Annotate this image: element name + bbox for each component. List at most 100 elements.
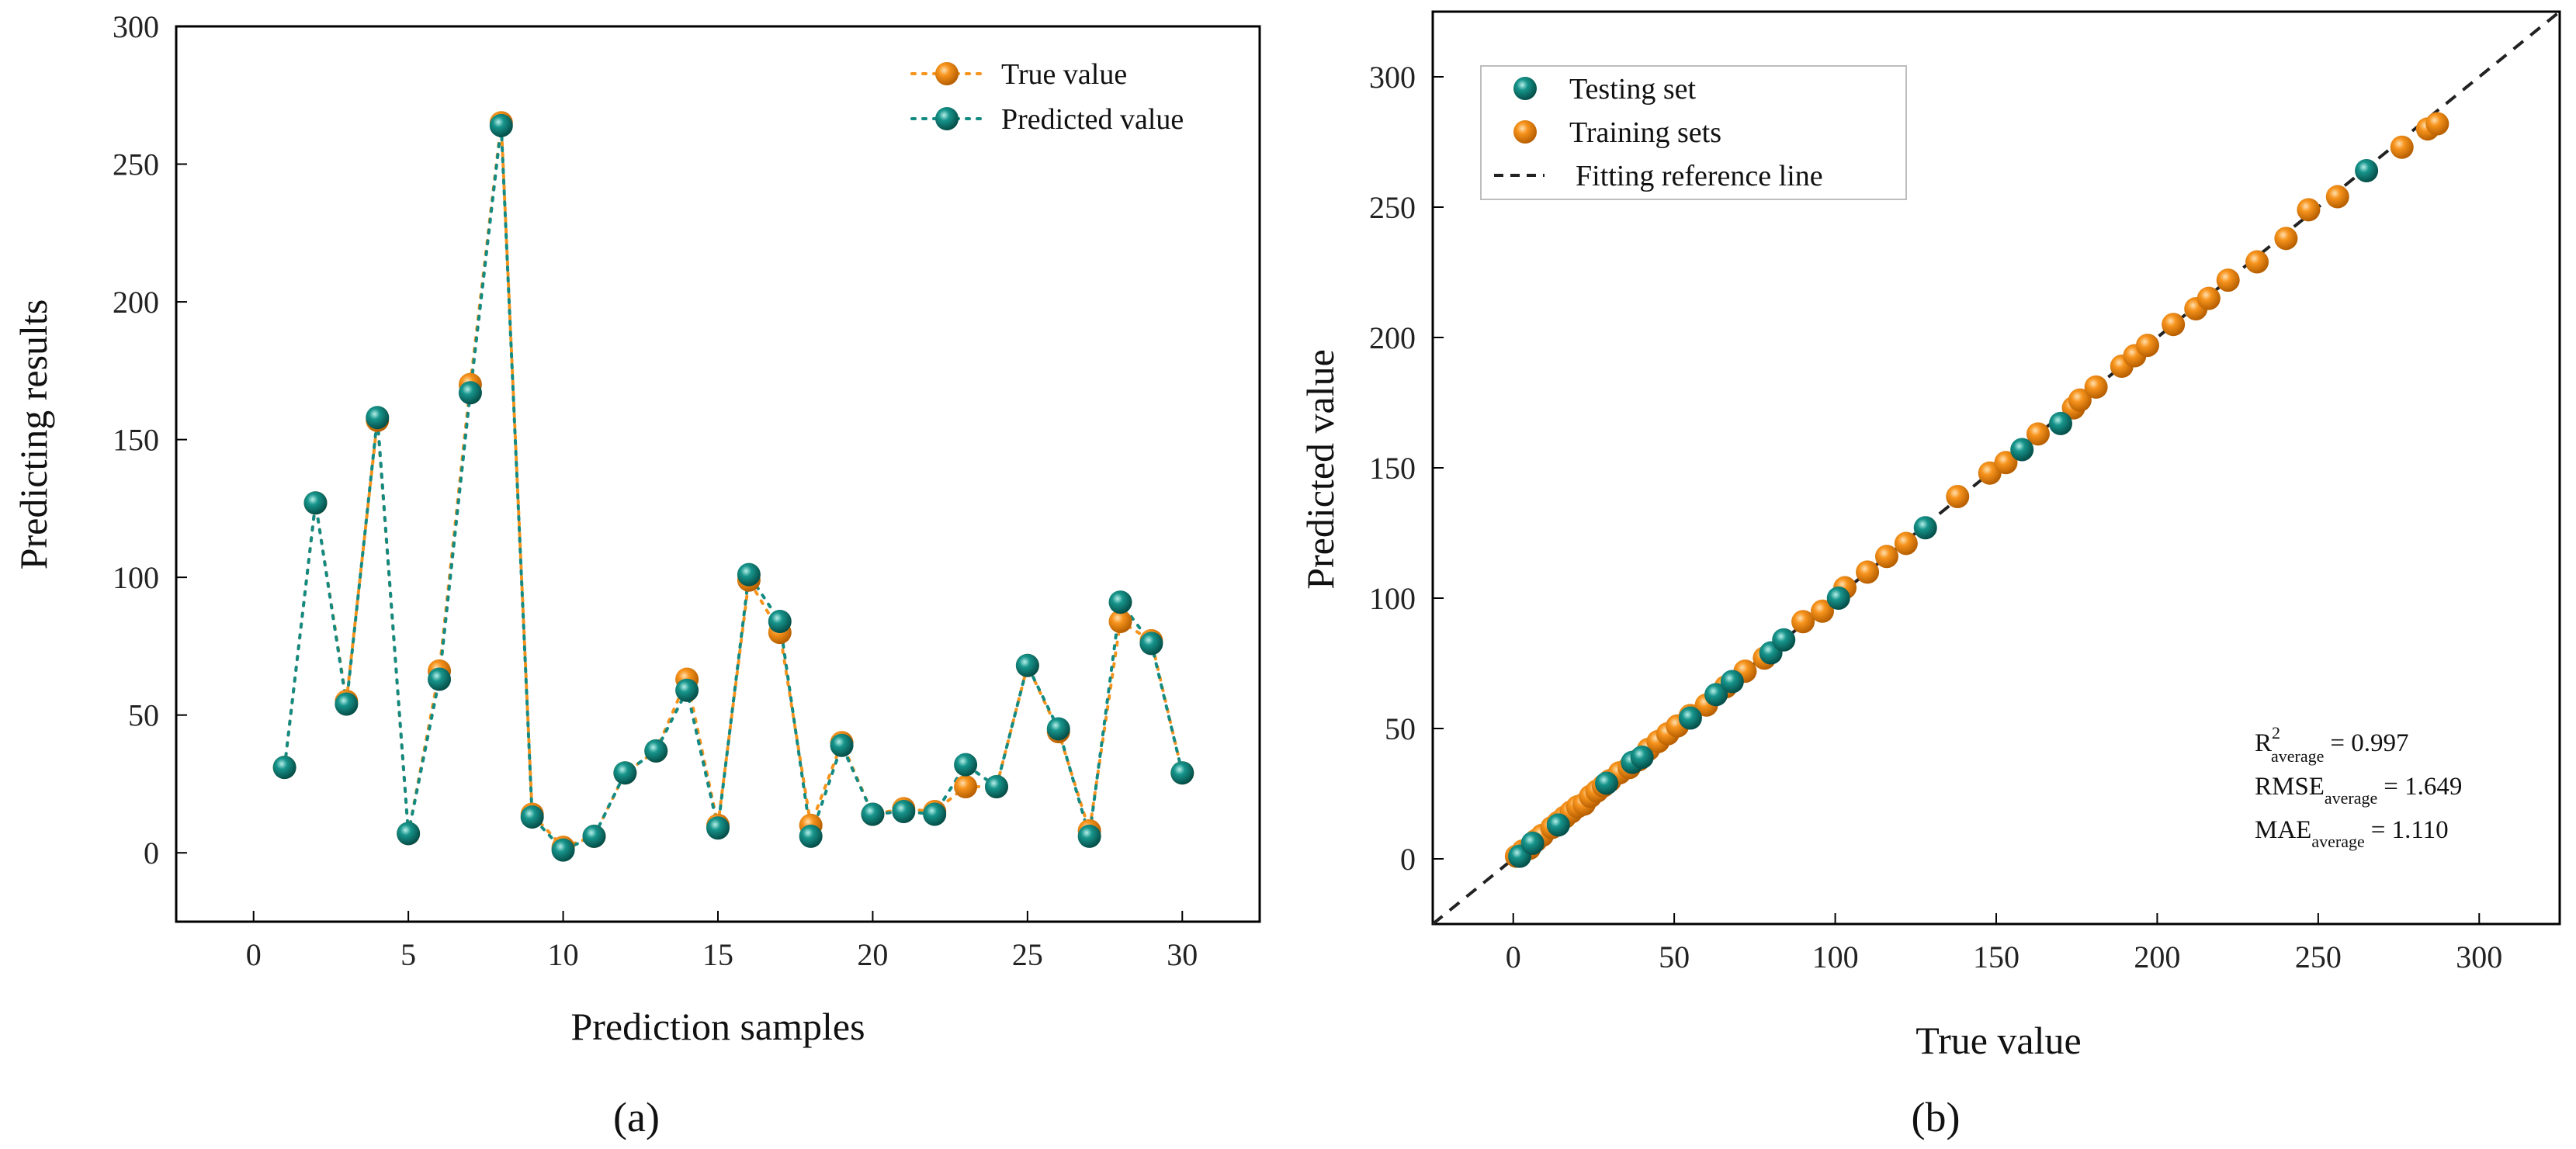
panel-b-point-training xyxy=(2196,286,2221,310)
panel-b-point-training xyxy=(1994,451,2018,475)
panel-a-ytick-label: 150 xyxy=(113,423,159,458)
panel-a-point-predicted xyxy=(366,406,390,430)
panel-a-xtick-label: 5 xyxy=(400,937,416,972)
panel-b-point-training xyxy=(2425,112,2449,136)
panel-a-point-predicted xyxy=(1108,590,1132,614)
panel-a-point-predicted xyxy=(303,491,328,515)
panel-b-xtick-label: 200 xyxy=(2134,940,2180,974)
panel-b-ytick-label: 200 xyxy=(1369,320,1416,355)
panel-b-point-testing xyxy=(1772,628,1796,652)
panel-a-point-predicted xyxy=(984,775,1008,799)
panel-a-point-predicted xyxy=(954,753,978,777)
legend-true-value-label: True value xyxy=(1001,58,1127,91)
panel-b-ytick-label: 100 xyxy=(1369,581,1416,616)
panel-b-point-testing xyxy=(1546,813,1570,837)
panel-b-point-training xyxy=(2325,185,2349,209)
panel-a-point-predicted xyxy=(489,113,513,137)
panel-b-point-testing xyxy=(1720,670,1744,694)
legend-predicted-value-label: Predicted value xyxy=(1001,103,1184,136)
panel-b-xtick-label: 300 xyxy=(2456,940,2502,974)
panel-a-point-predicted xyxy=(923,802,947,826)
panel-b-point-training xyxy=(2390,135,2414,159)
panel-b-points xyxy=(1504,112,2449,868)
panel-b-xtick-label: 50 xyxy=(1659,940,1690,974)
panel-a-point-predicted xyxy=(644,739,668,763)
panel-a-point-predicted xyxy=(737,562,761,587)
panel-a-point-predicted xyxy=(799,824,823,848)
panel-b-ytick-label: 250 xyxy=(1369,190,1416,225)
panel-b-point-testing xyxy=(2048,411,2072,435)
panel-b-point-training xyxy=(1894,531,1918,555)
panel-b-point-training xyxy=(2135,334,2159,358)
panel-a-series-line-true xyxy=(283,123,1184,850)
panel-a-ylabel: Predicting results xyxy=(12,299,55,570)
panel-a-point-predicted xyxy=(675,678,699,702)
panel-b-point-training xyxy=(2245,250,2269,274)
panel-a-point-predicted xyxy=(706,816,730,840)
legend-true-value-marker xyxy=(935,62,959,85)
legend-training-sets-marker xyxy=(1513,120,1537,144)
panel-a-ytick-label: 250 xyxy=(113,147,159,182)
panel-a-point-predicted xyxy=(1046,717,1070,741)
legend-predicted-value-marker xyxy=(935,107,959,130)
stat-mae: MAEaverage = 1.110 xyxy=(2255,816,2449,851)
panel-b-point-testing xyxy=(1520,831,1545,855)
panel-b-xtick-label: 0 xyxy=(1506,940,1521,974)
panel-b-ytick-label: 150 xyxy=(1369,451,1416,486)
panel-a-xtick-label: 15 xyxy=(702,937,733,972)
panel-a-point-predicted xyxy=(520,805,544,829)
panel-a-ytick-label: 50 xyxy=(128,698,159,733)
panel-a-xlabel: Prediction samples xyxy=(570,1005,865,1048)
panel-b-point-testing xyxy=(2355,158,2379,182)
panel-a-point-predicted xyxy=(1139,632,1163,656)
legend-training-sets-label: Training sets xyxy=(1569,116,1721,149)
panel-a-point-predicted xyxy=(397,822,421,846)
panel-b-ytick-label: 0 xyxy=(1400,842,1416,877)
panel-b-ylabel: Predicted value xyxy=(1298,349,1342,590)
panel-a-point-predicted xyxy=(768,609,792,633)
panel-a-xtick-label: 10 xyxy=(548,937,579,972)
panel-b-axes: 0 50 100 150 200 250 300 0 50 100 150 200 250 300 xyxy=(1369,60,2502,974)
panel-a-ytick-label: 0 xyxy=(144,836,159,870)
panel-a-point-predicted xyxy=(428,667,452,691)
legend-box xyxy=(1480,65,1907,200)
panel-a-caption: (a) xyxy=(613,1094,660,1140)
panel-b-point-training xyxy=(2068,388,2092,412)
panel-a-point-predicted xyxy=(1077,824,1101,848)
stat-rmse: RMSEaverage = 1.649 xyxy=(2255,773,2462,808)
panel-b-ytick-label: 300 xyxy=(1369,60,1416,95)
panel-b-point-training xyxy=(2162,313,2186,337)
panel-b-point-training xyxy=(2026,422,2050,446)
panel-a-series-lines xyxy=(283,123,1184,853)
panel-a-point-predicted xyxy=(830,733,854,757)
panel-b-point-testing xyxy=(1913,516,1937,540)
panel-b-point-testing xyxy=(1630,745,1654,769)
panel-a-ytick-label: 300 xyxy=(113,9,159,44)
panel-b-point-testing xyxy=(1678,706,1702,730)
panel-b-xtick-label: 150 xyxy=(1973,940,2020,974)
panel-a-point-predicted xyxy=(861,802,885,826)
panel-a-xtick-label: 20 xyxy=(857,937,888,972)
panel-a-series-line-predicted xyxy=(283,125,1184,853)
panel-a-point-true xyxy=(954,775,978,799)
panel-b-point-training xyxy=(1856,560,1880,584)
panel-b-ytick-label: 50 xyxy=(1385,711,1416,746)
panel-b-legend: Testing set Training sets Fitting refere… xyxy=(1480,65,1907,200)
panel-a-point-predicted xyxy=(551,838,575,862)
panel-a-ytick-label: 200 xyxy=(113,285,159,320)
panel-b-statistics: R2 average = 0.997 RMSEaverage = 1.649 MAEa… xyxy=(2255,723,2462,851)
panel-b-xtick-label: 100 xyxy=(1812,940,1859,974)
panel-b-point-testing xyxy=(1826,587,1850,610)
panel-b-point-training xyxy=(1946,484,1970,508)
panel-a-point-predicted xyxy=(272,756,296,780)
panel-b-point-training xyxy=(1810,599,1834,623)
stat-r2: R2 average = 0.997 xyxy=(2255,723,2409,766)
panel-b-xlabel: True value xyxy=(1916,1019,2081,1062)
panel-a-point-predicted xyxy=(335,692,359,716)
panel-a-points xyxy=(272,111,1194,862)
panel-b-point-testing xyxy=(1704,683,1728,707)
panel-b-point-training xyxy=(2084,375,2108,399)
panel-b-point-training xyxy=(2274,227,2298,251)
